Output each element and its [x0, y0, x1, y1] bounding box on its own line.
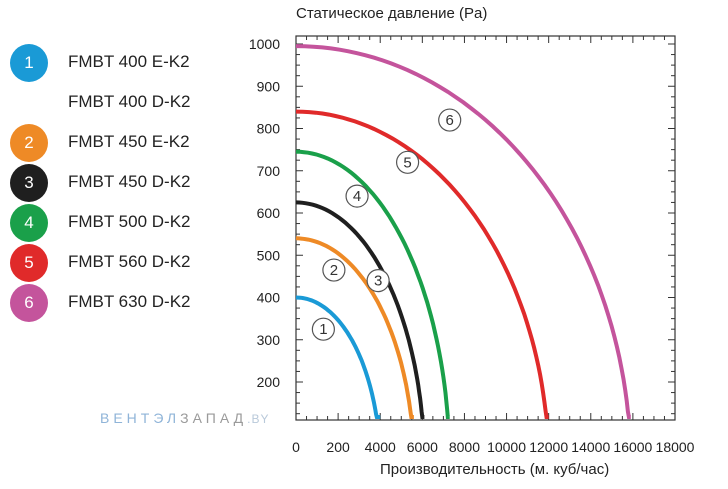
x-tick-label: 16000 [613, 439, 652, 455]
x-tick-label: 10000 [487, 439, 526, 455]
legend-item: 6 FMBT 630 D-K2 [8, 280, 228, 322]
chart-curve-labels: 1 2 3 4 5 6 [311, 108, 462, 341]
curve-label-number: 2 [330, 262, 338, 279]
curve-label-number: 5 [403, 154, 411, 171]
x-axis-title: Производительность (м. куб/час) [380, 461, 609, 478]
curve-2 [295, 236, 414, 419]
curve-label-circle [345, 184, 369, 208]
legend-badge: 2 [10, 124, 48, 162]
chart-axes: 0 200 4000 6000 8000 10000 12000 14000 16000 1800… [249, 35, 695, 455]
curve-label-circle [438, 108, 462, 132]
legend-badge: 3 [10, 164, 48, 202]
legend-badge: 4 [10, 204, 48, 242]
legend-label: FMBT 400 D-K2 [68, 92, 191, 111]
legend-label: FMBT 500 D-K2 [68, 212, 191, 231]
y-tick-label: 700 [257, 163, 281, 179]
legend-item: 1 FMBT 400 E-K2 [8, 40, 228, 82]
curve-label-number: 6 [446, 112, 454, 129]
legend-label: FMBT 400 E-K2 [68, 52, 190, 71]
curve-5 [295, 109, 549, 419]
watermark: ВЕНТЭЛЗАПАД.BY [100, 410, 269, 426]
y-tick-label: 200 [257, 374, 281, 390]
chart-title: Статическое давление (Pa) [296, 5, 487, 22]
x-tick-label: 12000 [529, 439, 568, 455]
y-tick-label: 600 [257, 205, 281, 221]
curve-label-number: 1 [319, 321, 327, 338]
x-tick-label: 0 [292, 439, 300, 455]
y-tick-label: 500 [257, 247, 281, 263]
y-tick-label: 800 [257, 121, 281, 137]
x-tick-label: 8000 [449, 439, 480, 455]
curve-label-number: 3 [374, 273, 382, 290]
legend-label: FMBT 450 D-K2 [68, 172, 191, 191]
y-tick-label: 300 [257, 332, 281, 348]
legend-badge: 5 [10, 244, 48, 282]
legend-label: FMBT 560 D-K2 [68, 252, 191, 271]
curve-6 [295, 44, 631, 419]
legend-item: 2 FMBT 450 E-K2 [8, 120, 228, 162]
y-tick-label: 400 [257, 290, 281, 306]
x-tick-label: 6000 [407, 439, 438, 455]
legend-label: FMBT 450 E-K2 [68, 132, 190, 151]
legend-item: 4 FMBT 500 D-K2 [8, 200, 228, 242]
legend-item: FMBT 400 D-K2 [8, 80, 228, 120]
curve-label-circle [311, 317, 335, 341]
watermark-part3: .BY [247, 412, 270, 426]
x-tick-label: 18000 [656, 439, 695, 455]
x-tick-label: 14000 [571, 439, 610, 455]
curve-label-circle [322, 258, 346, 282]
curve-label-number: 4 [353, 188, 361, 205]
curve-1 [295, 295, 381, 419]
y-tick-label: 900 [257, 78, 281, 94]
legend-label: FMBT 630 D-K2 [68, 292, 191, 311]
y-tick-label: 1000 [249, 36, 280, 52]
watermark-part1: ВЕНТЭЛ [100, 410, 181, 426]
legend-item: 3 FMBT 450 D-K2 [8, 160, 228, 202]
legend-badge: 6 [10, 284, 48, 322]
curve-4 [295, 149, 450, 419]
legend-item: 5 FMBT 560 D-K2 [8, 240, 228, 282]
watermark-part2: ЗАПАД [180, 410, 248, 426]
legend-badge: 1 [10, 44, 48, 82]
curve-label-circle [366, 269, 390, 293]
chart-curves [295, 44, 631, 419]
x-tick-label: 4000 [365, 439, 396, 455]
x-tick-label: 200 [326, 439, 350, 455]
curve-label-circle [395, 150, 420, 174]
